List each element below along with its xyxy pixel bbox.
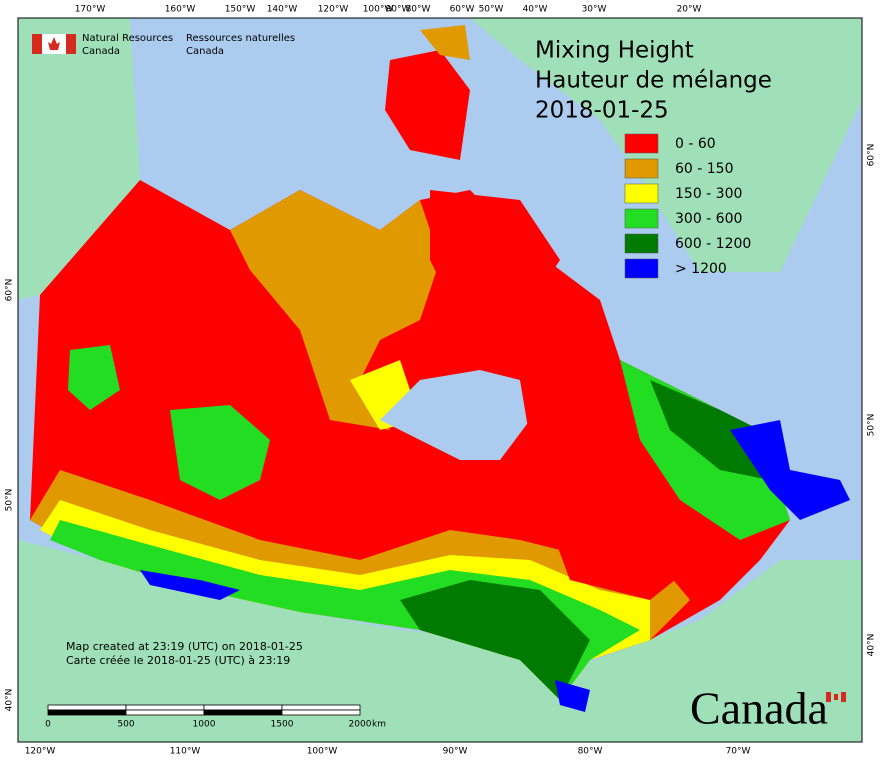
- blob-blue-ontario: [555, 680, 590, 712]
- scale-segment: [203, 709, 283, 716]
- latitude-label: 40°N: [5, 689, 15, 712]
- longitude-label: 50°W: [479, 5, 504, 15]
- longitude-label: 170°W: [75, 5, 106, 15]
- flag-bar: [826, 692, 831, 702]
- title: Hauteur de mélange: [535, 68, 772, 94]
- maple-leaf: [48, 37, 60, 50]
- wordmark: Canada: [690, 683, 828, 734]
- frame: [17, 17, 863, 743]
- longitude-label: 140°W: [267, 5, 298, 15]
- island-north: [420, 25, 470, 60]
- latitude-label: 60°N: [5, 279, 15, 302]
- blob-blue-newfoundland: [730, 420, 850, 520]
- longitude-label: 90°W: [386, 5, 411, 15]
- scale-segment: [125, 704, 205, 711]
- latitude-label: 50°N: [5, 489, 15, 512]
- scale-segment: [203, 704, 283, 711]
- legend-swatch: [624, 208, 659, 229]
- legend-label: 300 - 600: [675, 211, 742, 227]
- alaska: [18, 18, 140, 300]
- scale-label: 1000: [193, 720, 216, 730]
- scale-label: 500: [117, 720, 134, 730]
- basemap: [18, 18, 862, 742]
- legend-label: > 1200: [675, 261, 727, 277]
- longitude-label: 80°W: [406, 5, 431, 15]
- flag-bar: [841, 692, 846, 702]
- scale-segment: [47, 709, 127, 716]
- scale-segment: [281, 704, 361, 711]
- legend-label: 600 - 1200: [675, 236, 751, 252]
- longitude-label: 110°W: [170, 747, 201, 757]
- band-green-south: [50, 520, 640, 700]
- greenland: [470, 18, 862, 272]
- latitude-label: 50°N: [867, 414, 877, 437]
- scale-segment: [47, 704, 127, 711]
- longitude-label: 20°W: [677, 5, 702, 15]
- flag-bar: [32, 34, 42, 54]
- legend: 0 - 60 60 - 150 150 - 300 300 - 600 600 - 12…: [624, 133, 751, 279]
- scale-label: 0: [45, 720, 51, 730]
- longitude-label: 30°W: [582, 5, 607, 15]
- legend-swatch: [624, 158, 659, 179]
- agency-signature: Natural Resources Canada Ressources natu…: [32, 33, 295, 57]
- agency-fr: Ressources naturelles: [186, 33, 295, 44]
- legend-swatch: [624, 258, 659, 279]
- credit: Carte créée le 2018-01-25 (UTC) à 23:19: [66, 654, 290, 667]
- longitude-label: 100°W: [363, 5, 394, 15]
- graticule-labels: 170°W 160°W 150°W 140°W 120°W 100°W90°W80°W 60…: [5, 5, 877, 757]
- longitude-label: 160°W: [165, 5, 196, 15]
- longitude-label: 150°W: [225, 5, 256, 15]
- legend-swatch: [624, 183, 659, 204]
- hudson-bay: [380, 370, 530, 460]
- legend-label: 150 - 300: [675, 186, 742, 202]
- scale-label: 2000: [349, 720, 372, 730]
- scale-label: 1500: [271, 720, 294, 730]
- latitude-label: 60°N: [867, 144, 877, 167]
- wordmark-flag: [826, 692, 846, 702]
- title: 2018-01-25: [535, 98, 669, 124]
- scale-unit: km: [372, 720, 386, 730]
- longitude-label: 70°W: [726, 747, 751, 757]
- title: Mixing Height: [535, 38, 694, 64]
- scale-bar: 0 500 1000 1500 2000 km: [45, 704, 386, 730]
- longitude-label: 60°W: [450, 5, 475, 15]
- scale-segment: [125, 709, 205, 716]
- legend-swatch: [624, 133, 659, 154]
- usa: [18, 540, 862, 742]
- agency-en: Natural Resources: [82, 33, 173, 44]
- band-darkgreen-ontario: [400, 580, 590, 700]
- latitude-label: 40°N: [867, 634, 877, 657]
- longitude-label: 120°W: [25, 747, 56, 757]
- maple-leaf: [834, 694, 838, 700]
- longitude-label: 90°W: [443, 747, 468, 757]
- agency-fr: Canada: [186, 46, 224, 57]
- blob-green-bc: [68, 345, 120, 410]
- legend-label: 0 - 60: [675, 136, 716, 152]
- island-baffin: [430, 190, 560, 320]
- agency-en: Canada: [82, 46, 120, 57]
- island-ellesmere: [385, 50, 470, 160]
- legend-swatch: [624, 233, 659, 254]
- longitude-label: 100°W: [307, 747, 338, 757]
- credit: Map created at 23:19 (UTC) on 2018-01-25: [66, 640, 303, 653]
- scale-segment: [281, 709, 361, 716]
- quebec-red: [520, 380, 700, 600]
- longitude-label: 40°W: [523, 5, 548, 15]
- band-orange-north: [230, 190, 440, 430]
- legend-label: 60 - 150: [675, 161, 734, 177]
- longitude-label: 120°W: [318, 5, 349, 15]
- blob-green-alberta: [170, 405, 270, 500]
- band-darkgreen-labrador: [650, 380, 770, 480]
- blob-blue-south: [140, 570, 240, 600]
- flag-bar: [66, 34, 76, 54]
- longitude-label: 80°W: [578, 747, 603, 757]
